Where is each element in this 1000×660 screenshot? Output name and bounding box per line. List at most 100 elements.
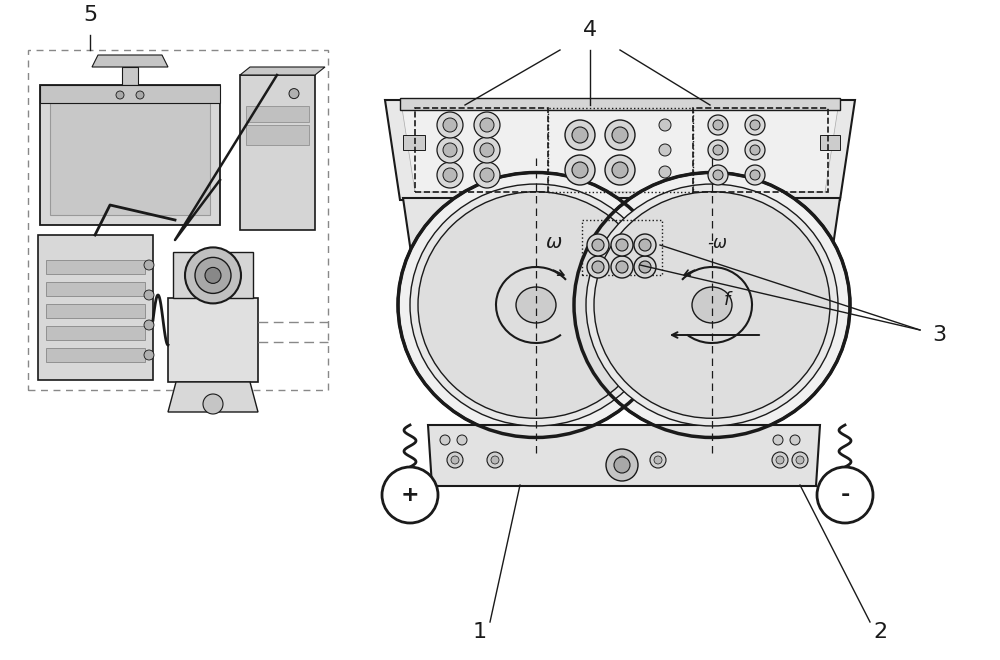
Circle shape [639,239,651,251]
Circle shape [572,162,588,178]
Text: +: + [401,485,419,505]
Circle shape [144,320,154,330]
Polygon shape [402,108,838,192]
Circle shape [480,143,494,157]
Circle shape [443,168,457,182]
Polygon shape [46,260,145,274]
Polygon shape [46,326,145,340]
Circle shape [713,120,723,130]
Circle shape [745,140,765,160]
Polygon shape [40,85,220,225]
Circle shape [144,350,154,360]
Polygon shape [46,304,145,318]
Circle shape [136,91,144,99]
Text: 4: 4 [583,20,597,40]
Circle shape [440,435,450,445]
Circle shape [614,457,630,473]
Circle shape [796,456,804,464]
Text: 1: 1 [473,622,487,642]
Text: -: - [840,485,850,505]
Circle shape [616,239,628,251]
Polygon shape [246,106,309,121]
Polygon shape [246,125,309,145]
Circle shape [565,120,595,150]
Circle shape [572,127,588,143]
Circle shape [289,88,299,98]
Circle shape [708,165,728,185]
Polygon shape [92,55,168,67]
Circle shape [776,456,784,464]
Ellipse shape [594,191,830,418]
Circle shape [203,394,223,414]
Polygon shape [400,98,840,110]
Circle shape [750,120,760,130]
Text: -ω: -ω [707,234,727,252]
Circle shape [745,115,765,135]
Circle shape [116,91,124,99]
Circle shape [144,260,154,270]
Circle shape [457,435,467,445]
Circle shape [659,144,671,156]
Ellipse shape [692,287,732,323]
Text: ω: ω [546,234,562,253]
Circle shape [750,145,760,155]
Polygon shape [240,67,325,75]
Text: 5: 5 [83,5,97,25]
Ellipse shape [586,184,838,426]
Circle shape [772,452,788,468]
Circle shape [639,261,651,273]
Circle shape [592,239,604,251]
Polygon shape [428,425,820,486]
Circle shape [612,127,628,143]
Ellipse shape [410,184,662,426]
Circle shape [447,452,463,468]
Circle shape [480,118,494,132]
Polygon shape [40,85,220,103]
Text: 2: 2 [873,622,887,642]
Circle shape [443,143,457,157]
Circle shape [790,435,800,445]
Polygon shape [50,103,210,215]
Text: f: f [724,291,730,309]
Ellipse shape [398,172,674,438]
Circle shape [745,165,765,185]
Circle shape [437,112,463,138]
Circle shape [612,162,628,178]
Circle shape [634,234,656,256]
Polygon shape [168,382,258,412]
Circle shape [611,256,633,278]
Circle shape [443,118,457,132]
Circle shape [437,137,463,163]
Circle shape [708,115,728,135]
Circle shape [792,452,808,468]
Polygon shape [403,135,425,150]
Circle shape [185,248,241,304]
Polygon shape [46,282,145,296]
Polygon shape [240,75,315,230]
Circle shape [491,456,499,464]
Circle shape [587,256,609,278]
Circle shape [592,261,604,273]
Ellipse shape [516,287,556,323]
Circle shape [616,261,628,273]
Circle shape [773,435,783,445]
Circle shape [618,456,626,464]
Polygon shape [168,298,258,382]
Circle shape [817,467,873,523]
Ellipse shape [418,191,654,418]
Circle shape [195,257,231,294]
Circle shape [605,120,635,150]
Circle shape [634,256,656,278]
Circle shape [750,170,760,180]
Polygon shape [820,135,840,150]
Circle shape [205,267,221,283]
Text: 3: 3 [932,325,946,345]
Circle shape [565,155,595,185]
Circle shape [382,467,438,523]
Circle shape [606,449,638,481]
Circle shape [487,452,503,468]
Circle shape [474,162,500,188]
Circle shape [474,112,500,138]
Circle shape [611,234,633,256]
Circle shape [659,119,671,131]
